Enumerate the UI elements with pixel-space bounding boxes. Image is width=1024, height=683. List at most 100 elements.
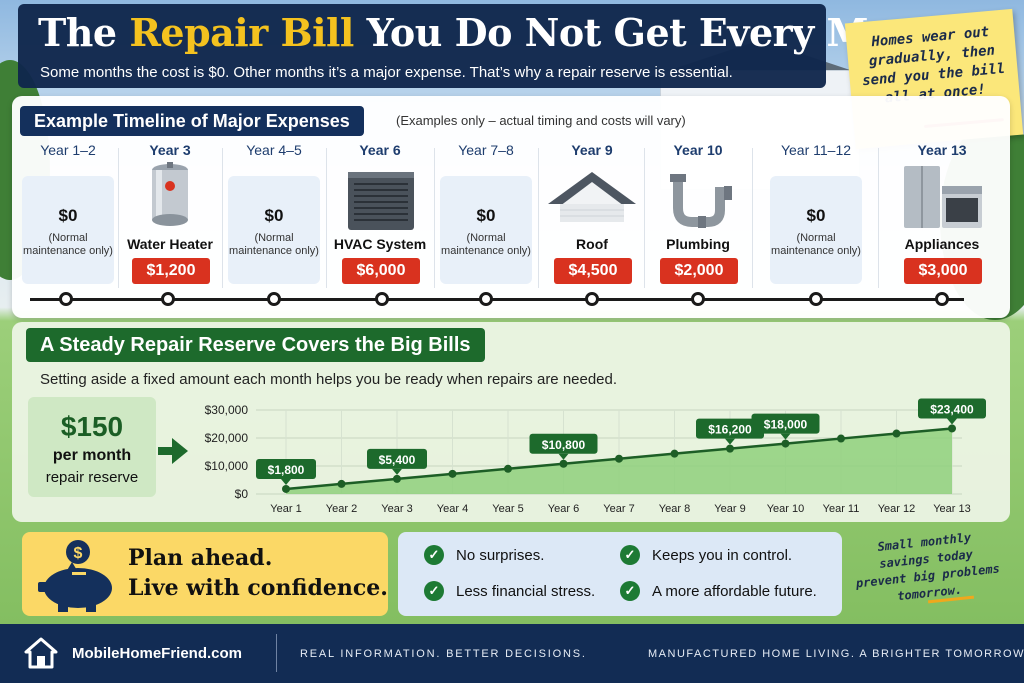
- data-label: $16,200: [708, 423, 752, 437]
- page-subtitle: Some months the cost is $0. Other months…: [40, 64, 733, 81]
- data-point: [948, 424, 956, 433]
- timeline-year: Year 1–2: [40, 142, 96, 158]
- benefits-box: [398, 532, 842, 616]
- data-point: [670, 449, 679, 458]
- x-tick-label: Year 2: [326, 503, 357, 515]
- footer: [0, 624, 1024, 683]
- zero-amount: $0: [806, 206, 826, 225]
- zero-amount: $0: [264, 206, 284, 225]
- reserve-growth-chart: $0 $10,000 $20,000 $30,000 Year 1 Year 2 Year …: [205, 398, 986, 515]
- arrow-right-icon: [158, 438, 188, 464]
- timeline-dot: [935, 292, 949, 306]
- reserve-heading: A Steady Repair Reserve Covers the Big B…: [26, 328, 485, 362]
- data-point: [837, 434, 845, 443]
- timeline-year: Year 10: [673, 142, 723, 158]
- reserve-amount-box: $150 per month repair reserve: [28, 397, 156, 497]
- zero-note: (Normal maintenance only): [229, 232, 319, 257]
- expense-label: Plumbing: [666, 236, 730, 252]
- x-tick-label: Year 3: [381, 503, 412, 515]
- y-tick-label: $30,000: [205, 403, 249, 417]
- timeline-item-year-9: Year 9 Roof $4,500: [540, 140, 644, 288]
- column-divider: [118, 148, 119, 288]
- footer-divider: [276, 634, 277, 672]
- timeline-year: Year 11–12: [780, 142, 852, 158]
- column-divider: [222, 148, 223, 288]
- timeline-dot: [161, 292, 175, 306]
- x-tick-label: Year 13: [933, 503, 971, 515]
- timeline-year: Year 4–5: [246, 142, 302, 158]
- cost-badge: $2,000: [660, 258, 738, 284]
- y-tick-label: $10,000: [205, 459, 249, 473]
- benefit-item: ✓ Keeps you in control.: [620, 545, 792, 565]
- appliances-icon: [904, 166, 982, 228]
- data-label-pointer: [947, 418, 957, 425]
- reserve-subheading: Setting aside a fixed amount each month …: [40, 371, 618, 388]
- data-point: [282, 484, 290, 493]
- timeline-dot: [585, 292, 599, 306]
- y-tick-label: $20,000: [205, 431, 249, 445]
- data-label: $10,800: [542, 438, 586, 452]
- x-tick-label: Year 12: [878, 503, 916, 515]
- benefit-item: ✓ Less financial stress.: [424, 581, 595, 601]
- pipe-icon: [670, 174, 732, 228]
- x-tick-label: Year 5: [492, 503, 523, 515]
- x-tick-label: Year 9: [714, 503, 745, 515]
- footer-tagline-2: MANUFACTURED HOME LIVING. A BRIGHTER TOM…: [648, 648, 1024, 660]
- timeline-dot: [59, 292, 73, 306]
- data-label: $18,000: [764, 418, 808, 432]
- hvac-unit-icon: [348, 172, 414, 230]
- data-label-bg: [367, 448, 427, 469]
- x-tick-label: Year 6: [548, 503, 579, 515]
- data-point: [726, 444, 734, 453]
- water-heater-icon: [152, 162, 188, 226]
- zero-cost-box: [440, 176, 532, 284]
- timeline-dot: [479, 292, 493, 306]
- cost-badge: $4,500: [554, 258, 632, 284]
- benefit-item: ✓ No surprises.: [424, 545, 544, 565]
- timeline-dot: [267, 292, 281, 306]
- house-icon: [24, 637, 58, 669]
- expense-label: HVAC System: [333, 236, 427, 252]
- x-tick-label: Year 8: [659, 503, 690, 515]
- x-tick-label: Year 11: [823, 503, 860, 515]
- expense-label: Roof: [576, 236, 608, 252]
- timeline-item-year-3: Year 3 Water Heater $1,200: [118, 140, 222, 288]
- data-label-bg: [918, 398, 986, 419]
- column-divider: [538, 148, 539, 288]
- data-point: [504, 464, 512, 473]
- column-divider: [434, 148, 435, 288]
- timeline-dot: [691, 292, 705, 306]
- column-divider: [326, 148, 327, 288]
- timeline-line: [30, 298, 964, 301]
- data-point: [781, 439, 790, 448]
- data-label-bg: [529, 433, 598, 454]
- timeline-note: (Examples only – actual timing and costs…: [396, 113, 686, 128]
- benefit-item: ✓ A more affordable future.: [620, 581, 817, 601]
- timeline-dot: [809, 292, 823, 306]
- timeline-item-year-11-12: Year 11–12 $0 (Normal maintenance only): [764, 140, 868, 288]
- timeline-year: Year 3: [149, 142, 191, 158]
- site-link[interactable]: MobileHomeFriend.com: [72, 645, 243, 662]
- cost-badge: $6,000: [342, 258, 420, 284]
- zero-note: (Normal maintenance only): [771, 232, 861, 257]
- svg-text:$: $: [74, 545, 83, 562]
- check-icon: ✓: [620, 581, 640, 601]
- cost-badge: $3,000: [904, 258, 982, 284]
- x-tick-label: Year 4: [437, 503, 468, 515]
- expense-label: Appliances: [904, 236, 980, 252]
- data-label-bg: [751, 413, 820, 434]
- data-point: [559, 459, 568, 468]
- plan-text: Plan ahead. Live with confidence.: [128, 543, 388, 603]
- zero-cost-box: [228, 176, 320, 284]
- zero-amount: $0: [476, 206, 496, 225]
- timeline-heading: Example Timeline of Major Expenses: [20, 106, 364, 136]
- data-label-pointer: [392, 468, 402, 475]
- column-divider: [644, 148, 645, 288]
- column-divider: [878, 148, 879, 288]
- data-point: [892, 429, 901, 438]
- timeline-year: Year 13: [917, 142, 967, 158]
- title-banner: The Repair Bill You Do Not Get Every Mon…: [18, 4, 965, 88]
- column-divider: [752, 148, 753, 288]
- data-point: [448, 469, 457, 478]
- data-label-bg: [696, 418, 764, 439]
